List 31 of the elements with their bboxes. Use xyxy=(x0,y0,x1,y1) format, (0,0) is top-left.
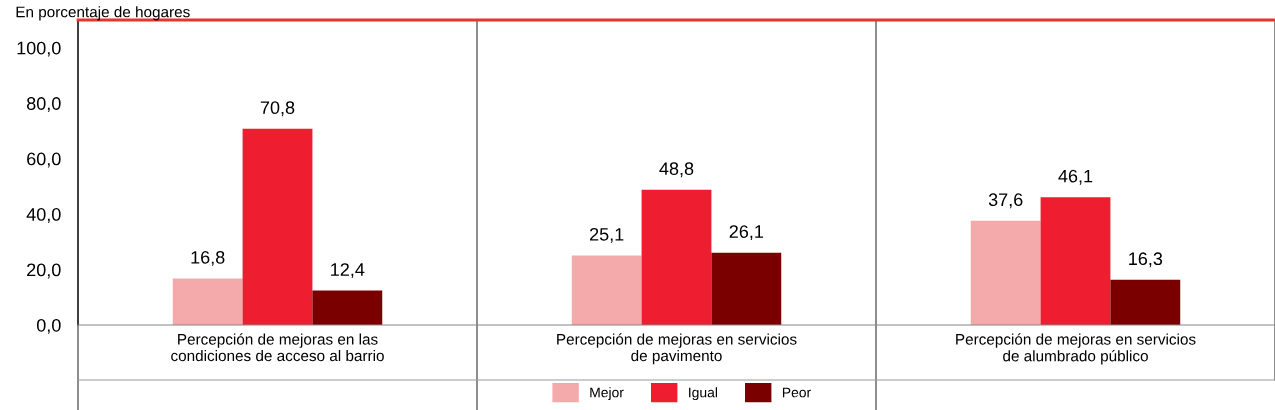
data-label: 48,8 xyxy=(659,162,694,178)
x-tick-label: Percepción de mejoras en servicios de pavimento xyxy=(557,333,797,365)
bar xyxy=(1040,197,1111,325)
y-tick-label: 60,0 xyxy=(27,152,61,168)
legend-label: Peor xyxy=(782,387,811,398)
x-tick-label: Percepción de mejoras en servicios de alumbrado público xyxy=(956,333,1196,365)
bar xyxy=(242,128,313,325)
bar xyxy=(711,252,782,325)
bar xyxy=(571,255,642,325)
data-label: 16,8 xyxy=(191,250,225,266)
data-label: 16,3 xyxy=(1129,252,1163,268)
data-label: 25,1 xyxy=(590,227,624,243)
y-tick-label: 80,0 xyxy=(26,97,61,113)
data-label: 12,4 xyxy=(331,263,365,279)
x-tick-label: Percepción de mejoras en las condiciones de acceso al barrio xyxy=(171,333,384,362)
bar xyxy=(970,220,1041,325)
y-tick-label: 40,0 xyxy=(26,208,61,223)
legend-label: Igual xyxy=(689,387,718,401)
chart-subtitle: En porcentaje de hogares xyxy=(16,6,190,21)
bar xyxy=(172,278,243,325)
y-tick-label: 0,0 xyxy=(36,318,61,334)
y-tick-label: 100,0 xyxy=(17,41,61,57)
data-label: 46,1 xyxy=(1058,169,1093,185)
data-label: 70,8 xyxy=(260,101,295,117)
legend-label: Mejor xyxy=(590,387,624,401)
data-label: 37,6 xyxy=(988,193,1023,209)
bar xyxy=(312,290,383,325)
data-label: 26,1 xyxy=(729,225,764,241)
y-tick-label: 20,0 xyxy=(27,263,61,279)
bar xyxy=(1110,279,1181,325)
bar xyxy=(641,189,712,325)
